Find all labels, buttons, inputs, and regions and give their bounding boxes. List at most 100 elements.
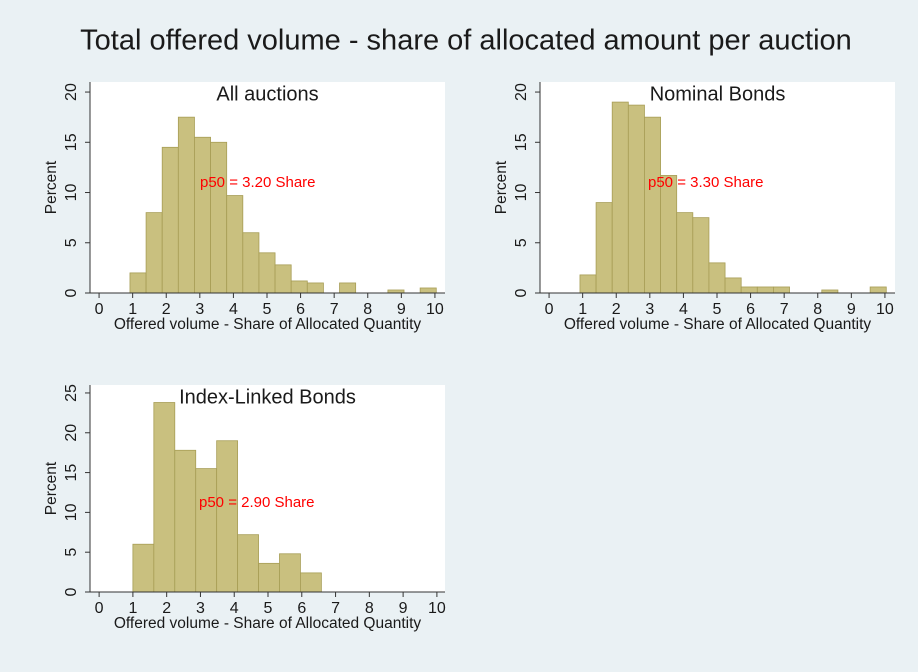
x-tick-label: 0 bbox=[95, 600, 104, 617]
x-tick-label: 2 bbox=[162, 600, 171, 617]
bar bbox=[279, 553, 301, 593]
x-tick-label: 9 bbox=[399, 600, 408, 617]
y-tick-label: 25 bbox=[63, 384, 80, 402]
x-tick-label: 9 bbox=[847, 301, 856, 318]
y-axis-label: Percent bbox=[43, 461, 60, 515]
x-tick-label: 9 bbox=[397, 301, 406, 318]
figure-title: Total offered volume - share of allocate… bbox=[80, 25, 852, 57]
x-tick-label: 8 bbox=[813, 301, 822, 318]
bar bbox=[869, 286, 887, 294]
y-tick-label: 15 bbox=[63, 133, 80, 151]
x-tick-label: 7 bbox=[330, 301, 339, 318]
bar bbox=[290, 280, 308, 294]
bar bbox=[644, 116, 661, 294]
panel-title: Index-Linked Bonds bbox=[179, 386, 356, 408]
bar bbox=[274, 264, 292, 294]
bar bbox=[177, 116, 195, 294]
bar bbox=[595, 202, 613, 294]
x-tick-label: 5 bbox=[263, 301, 272, 318]
y-axis-label: Percent bbox=[43, 160, 60, 214]
x-tick-label: 6 bbox=[297, 600, 306, 617]
bar bbox=[692, 217, 710, 294]
bar bbox=[195, 468, 218, 593]
bar bbox=[740, 286, 758, 294]
bar bbox=[419, 287, 437, 294]
y-axis-label: Percent bbox=[493, 160, 510, 214]
x-tick-label: 5 bbox=[264, 600, 273, 617]
bar bbox=[258, 252, 276, 294]
x-tick-label: 7 bbox=[331, 600, 340, 617]
x-axis-label: Offered volume - Share of Allocated Quan… bbox=[564, 316, 872, 333]
x-tick-label: 2 bbox=[162, 301, 171, 318]
panel-title: Nominal Bonds bbox=[650, 83, 786, 105]
panel-title: All auctions bbox=[216, 83, 318, 105]
x-tick-label: 7 bbox=[780, 301, 789, 318]
bar bbox=[210, 141, 228, 294]
y-tick-label: 15 bbox=[63, 464, 80, 482]
annotation: p50 = 3.20 Share bbox=[200, 174, 316, 191]
x-tick-label: 10 bbox=[876, 301, 894, 318]
bar bbox=[237, 534, 259, 593]
x-tick-label: 10 bbox=[426, 301, 444, 318]
x-tick-label: 4 bbox=[229, 301, 238, 318]
x-tick-label: 5 bbox=[713, 301, 722, 318]
bar bbox=[773, 286, 790, 294]
y-tick-label: 10 bbox=[63, 184, 80, 202]
bar bbox=[145, 212, 163, 294]
bar bbox=[153, 402, 176, 593]
bar bbox=[129, 272, 147, 294]
x-tick-label: 1 bbox=[128, 600, 137, 617]
x-tick-label: 1 bbox=[128, 301, 137, 318]
y-tick-label: 0 bbox=[63, 288, 80, 297]
x-tick-label: 6 bbox=[746, 301, 755, 318]
bar bbox=[216, 440, 239, 593]
y-tick-label: 5 bbox=[513, 238, 530, 247]
bar bbox=[660, 175, 678, 294]
bar bbox=[258, 562, 280, 593]
y-tick-label: 15 bbox=[513, 133, 530, 151]
y-tick-label: 0 bbox=[63, 587, 80, 596]
x-tick-label: 2 bbox=[612, 301, 621, 318]
x-tick-label: 0 bbox=[95, 301, 104, 318]
bar bbox=[579, 274, 597, 294]
bar bbox=[226, 195, 244, 294]
bar bbox=[724, 277, 742, 294]
x-tick-label: 3 bbox=[196, 600, 205, 617]
x-axis-label: Offered volume - Share of Allocated Quan… bbox=[114, 615, 422, 632]
bar bbox=[611, 101, 629, 294]
y-tick-label: 10 bbox=[63, 503, 80, 521]
y-tick-label: 20 bbox=[513, 83, 530, 101]
y-tick-label: 10 bbox=[513, 184, 530, 202]
bar bbox=[756, 286, 774, 294]
annotation: p50 = 3.30 Share bbox=[648, 174, 764, 191]
x-axis-label: Offered volume - Share of Allocated Quan… bbox=[114, 316, 422, 333]
x-tick-label: 6 bbox=[296, 301, 305, 318]
bar bbox=[132, 543, 155, 593]
x-tick-label: 10 bbox=[428, 600, 446, 617]
bar bbox=[161, 146, 179, 294]
bar bbox=[306, 282, 324, 294]
x-tick-label: 0 bbox=[545, 301, 554, 318]
y-tick-label: 20 bbox=[63, 83, 80, 101]
bar bbox=[627, 104, 645, 294]
y-tick-label: 0 bbox=[513, 288, 530, 297]
y-tick-label: 20 bbox=[63, 424, 80, 442]
x-tick-label: 3 bbox=[645, 301, 654, 318]
annotation: p50 = 2.90 Share bbox=[199, 494, 315, 511]
bar bbox=[242, 232, 260, 294]
x-tick-label: 8 bbox=[363, 301, 372, 318]
y-tick-label: 5 bbox=[63, 548, 80, 557]
x-tick-label: 3 bbox=[195, 301, 204, 318]
bar bbox=[708, 262, 726, 294]
bar bbox=[194, 136, 211, 294]
bar bbox=[300, 572, 322, 593]
bar bbox=[676, 212, 694, 294]
bar bbox=[174, 449, 197, 593]
x-tick-label: 4 bbox=[230, 600, 239, 617]
x-tick-label: 8 bbox=[365, 600, 374, 617]
x-tick-label: 1 bbox=[578, 301, 587, 318]
y-tick-label: 5 bbox=[63, 238, 80, 247]
x-tick-label: 4 bbox=[679, 301, 688, 318]
bar bbox=[339, 282, 357, 294]
